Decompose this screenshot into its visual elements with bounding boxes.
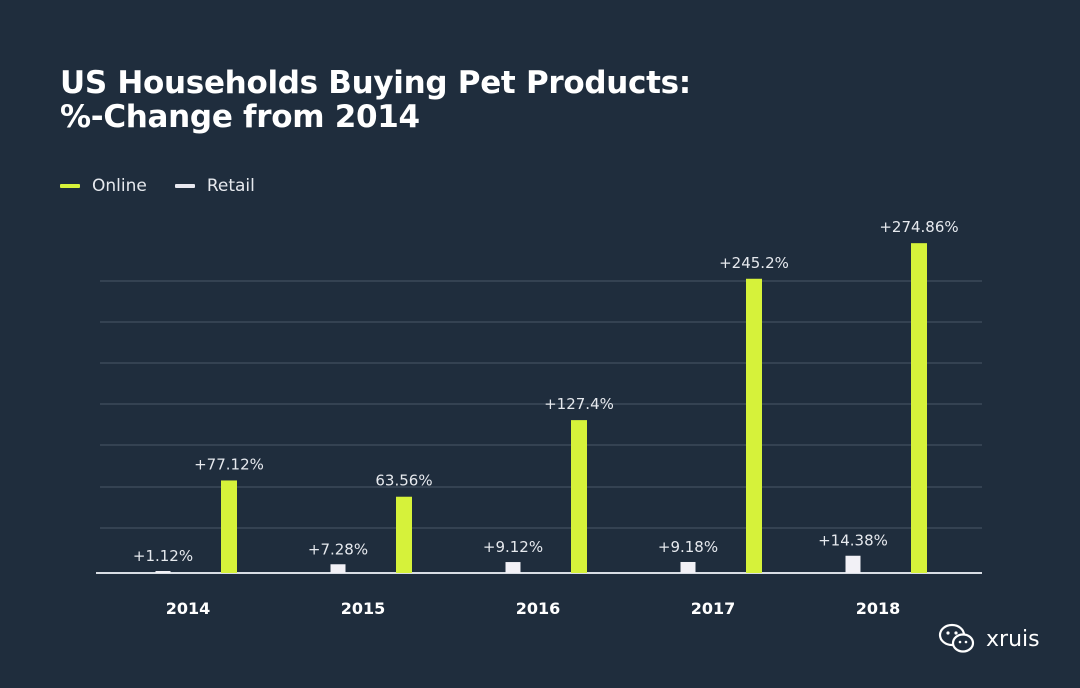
data-label-retail-2015: +7.28% (308, 540, 368, 558)
legend-item-online: Online (60, 176, 147, 196)
wechat-icon (938, 623, 975, 653)
chart-title-line2: %-Change from 2014 (60, 99, 420, 135)
legend-item-retail: Retail (174, 176, 255, 196)
chart-title-line1: US Households Buying Pet Products: (60, 65, 691, 101)
data-label-retail-2014: +1.12% (133, 547, 193, 565)
x-tick-label-2017: 2017 (691, 599, 736, 618)
data-label-online-2018: +274.86% (879, 218, 958, 236)
bar-online-2014 (221, 480, 237, 573)
data-label-online-2016: +127.4% (544, 395, 614, 413)
chart-legend: Online Retail (60, 176, 255, 196)
bar-retail-2018 (845, 555, 861, 573)
data-label-online-2014: +77.12% (194, 455, 264, 473)
legend-swatch-online (60, 184, 80, 188)
x-tick-label-2015: 2015 (341, 599, 386, 618)
bar-retail-2017 (680, 561, 696, 573)
bar-online-2018 (911, 243, 927, 573)
watermark-text: xruis (986, 626, 1040, 652)
bar-online-2017 (746, 278, 762, 573)
bar-online-2015 (396, 496, 412, 573)
data-label-online-2017: +245.2% (719, 254, 789, 272)
legend-swatch-retail (174, 184, 195, 188)
x-tick-label-2014: 2014 (166, 599, 211, 618)
legend-label-online: Online (92, 176, 147, 196)
bar-online-2016 (571, 420, 587, 573)
bar-retail-2015 (330, 564, 346, 573)
data-label-online-2015: 63.56% (375, 472, 432, 490)
chart-title: US Households Buying Pet Products: %-Cha… (60, 66, 691, 134)
data-label-retail-2016: +9.12% (483, 538, 543, 556)
legend-label-retail: Retail (206, 176, 255, 196)
bar-retail-2014 (155, 571, 171, 573)
x-tick-label-2016: 2016 (516, 599, 561, 618)
data-label-retail-2017: +9.18% (658, 538, 718, 556)
bar-retail-2016 (505, 562, 521, 573)
watermark: xruis (938, 622, 1040, 656)
x-tick-label-2018: 2018 (856, 599, 901, 618)
data-label-retail-2018: +14.38% (818, 532, 888, 550)
